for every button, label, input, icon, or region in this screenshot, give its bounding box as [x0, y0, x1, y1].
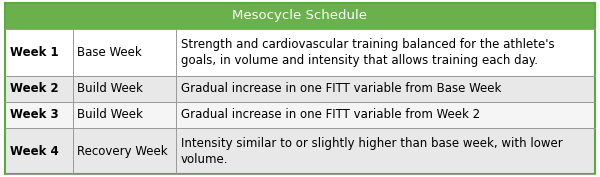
Text: Intensity similar to or slightly higher than base week, with lower
volume.: Intensity similar to or slightly higher … [181, 137, 563, 166]
Text: Week 4: Week 4 [10, 145, 58, 158]
Bar [5, 29, 595, 76]
Text: Build Week: Build Week [77, 82, 143, 95]
Text: Build Week: Build Week [77, 109, 143, 121]
Text: Gradual increase in one FITT variable from Base Week: Gradual increase in one FITT variable fr… [181, 82, 501, 95]
Bar [5, 3, 595, 29]
Text: Recovery Week: Recovery Week [77, 145, 168, 158]
Text: Week 3: Week 3 [10, 109, 58, 121]
Text: Mesocycle Schedule: Mesocycle Schedule [233, 9, 367, 22]
Bar [5, 76, 595, 102]
Bar [5, 102, 595, 128]
Text: Gradual increase in one FITT variable from Week 2: Gradual increase in one FITT variable fr… [181, 109, 480, 121]
Text: Week 2: Week 2 [10, 82, 58, 95]
Text: Week 1: Week 1 [10, 46, 58, 59]
Text: Base Week: Base Week [77, 46, 142, 59]
Bar [5, 128, 595, 174]
Text: Strength and cardiovascular training balanced for the athlete's
goals, in volume: Strength and cardiovascular training bal… [181, 38, 554, 67]
